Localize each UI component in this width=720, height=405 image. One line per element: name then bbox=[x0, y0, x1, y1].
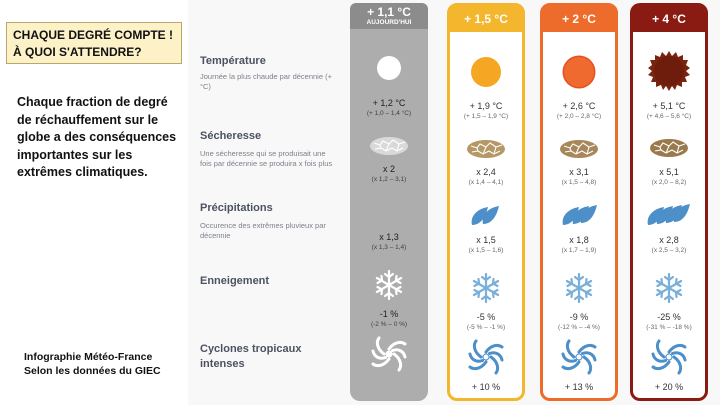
category-temperature-desc: Journée la plus chaude par décennie (+°C… bbox=[200, 72, 332, 91]
precip-value: x 1,3 bbox=[379, 232, 399, 242]
title-line-1: CHAQUE DEGRÉ COMPTE ! bbox=[13, 28, 174, 42]
cyclone-value: + 13 % bbox=[564, 382, 594, 392]
sun-icon bbox=[471, 57, 501, 87]
precip-range: (x 2,5 – 3,2) bbox=[651, 247, 687, 254]
temp-range: (+ 4,6 – 5,6 °C) bbox=[646, 113, 692, 120]
category-snow: Enneigement bbox=[200, 275, 270, 287]
drought-range: (x 2,0 – 8,2) bbox=[651, 179, 687, 186]
drought-value: x 2 bbox=[382, 164, 395, 174]
precip-value: x 2,8 bbox=[659, 235, 679, 245]
drought-range: (x 1,2 – 3,1) bbox=[371, 176, 407, 183]
credit-line-2: Selon les données du GIEC bbox=[24, 365, 161, 377]
credit-line-1: Infographie Météo-France bbox=[24, 351, 153, 363]
cracked-ground-icon bbox=[649, 138, 689, 158]
cyclone-value: + 20 % bbox=[654, 382, 684, 392]
snow-range: (-5 % – -1 %) bbox=[466, 324, 506, 331]
sun-icon bbox=[562, 55, 596, 89]
snowflake-icon bbox=[375, 269, 403, 301]
category-drought: Sécheresse bbox=[200, 130, 262, 142]
snow-value: -5 % bbox=[476, 312, 496, 322]
cyclone-icon bbox=[468, 339, 504, 375]
column-header: + 1,1 °C AUJOURD'HUI bbox=[350, 3, 428, 29]
drought-range: (x 1,4 – 4,1) bbox=[468, 179, 504, 186]
snow-value: -1 % bbox=[379, 309, 399, 319]
temp-range: (+ 1,0 – 1,4 °C) bbox=[366, 110, 412, 117]
left-panel: CHAQUE DEGRÉ COMPTE ! À QUOI S'ATTENDRE?… bbox=[0, 0, 188, 405]
category-temperature: Température bbox=[200, 55, 266, 67]
temp-value: + 1,2 °C bbox=[372, 98, 406, 108]
category-cyclones: Cyclones tropicaux intenses bbox=[200, 343, 302, 370]
raindrop-icon bbox=[562, 205, 597, 225]
column-1-5-degree: + 1,5 °C + 1,9 °C (+ 1,5 – 1,9 °C) x 2,4… bbox=[447, 3, 525, 401]
drought-value: x 2,4 bbox=[476, 167, 496, 177]
drought-value: x 3,1 bbox=[569, 167, 589, 177]
raindrop-icon bbox=[647, 204, 690, 225]
cyclone-value: + 10 % bbox=[471, 382, 501, 392]
snowflake-icon bbox=[655, 272, 683, 304]
snow-value: -25 % bbox=[657, 312, 681, 322]
precip-range: (x 1,5 – 1,6) bbox=[468, 247, 504, 254]
column-2-degree: + 2 °C + 2,6 °C (+ 2,0 – 2,8 °C) x 3,1 (… bbox=[540, 3, 618, 401]
cyclone-icon bbox=[371, 336, 407, 372]
column-header: + 4 °C bbox=[633, 6, 705, 32]
column-header-label: + 1,1 °C bbox=[367, 5, 411, 19]
category-precipitation-desc: Occurence des extrêmes pluvieux par déce… bbox=[200, 221, 326, 240]
column-1-1-degree: + 1,1 °C AUJOURD'HUI + 1,2 °C (+ 1,0 – 1… bbox=[350, 3, 428, 401]
column-4-degree: + 4 °C + 5,1 °C (+ 4,6 – 5,6 °C) x 5,1 (… bbox=[630, 3, 708, 401]
column-header: + 2 °C bbox=[543, 6, 615, 32]
title-line-2: À QUOI S'ATTENDRE? bbox=[13, 45, 142, 59]
cracked-ground-icon bbox=[559, 139, 599, 159]
temp-range: (+ 1,5 – 1,9 °C) bbox=[463, 113, 509, 120]
column-subheader: AUJOURD'HUI bbox=[366, 19, 412, 26]
snow-range: (-31 % – -18 %) bbox=[646, 324, 692, 331]
precip-value: x 1,5 bbox=[476, 235, 496, 245]
raindrop-icon bbox=[471, 206, 499, 225]
cracked-ground-icon bbox=[369, 136, 409, 156]
precip-value: x 1,8 bbox=[569, 235, 589, 245]
cyclone-icon bbox=[561, 339, 597, 375]
title-box: CHAQUE DEGRÉ COMPTE ! À QUOI S'ATTENDRE? bbox=[6, 22, 182, 64]
temp-value: + 5,1 °C bbox=[652, 101, 686, 111]
precip-range: (x 1,7 – 1,9) bbox=[561, 247, 597, 254]
temp-range: (+ 2,0 – 2,8 °C) bbox=[556, 113, 602, 120]
category-drought-desc: Une sécheresse qui se produisait une foi… bbox=[200, 149, 333, 168]
drought-value: x 5,1 bbox=[659, 167, 679, 177]
snow-range: (-12 % – -4 %) bbox=[558, 324, 600, 331]
cracked-ground-icon bbox=[466, 139, 506, 159]
snow-value: -9 % bbox=[569, 312, 589, 322]
credit: Infographie Météo-France Selon les donné… bbox=[24, 350, 189, 378]
drought-range: (x 1,5 – 4,8) bbox=[561, 179, 597, 186]
sun-icon bbox=[648, 51, 690, 91]
precip-range: (x 1,3 – 1,4) bbox=[371, 244, 407, 251]
sun-icon bbox=[377, 56, 401, 80]
snowflake-icon bbox=[565, 272, 593, 304]
snowflake-icon bbox=[472, 272, 500, 304]
column-header: + 1,5 °C bbox=[450, 6, 522, 32]
temp-value: + 2,6 °C bbox=[562, 101, 596, 111]
temp-value: + 1,9 °C bbox=[469, 101, 503, 111]
category-precipitation: Précipitations bbox=[200, 202, 273, 214]
snow-range: (-2 % – 0 %) bbox=[370, 321, 408, 328]
cyclone-icon bbox=[651, 339, 687, 375]
description-text: Chaque fraction de degré de réchauffemen… bbox=[17, 95, 177, 179]
